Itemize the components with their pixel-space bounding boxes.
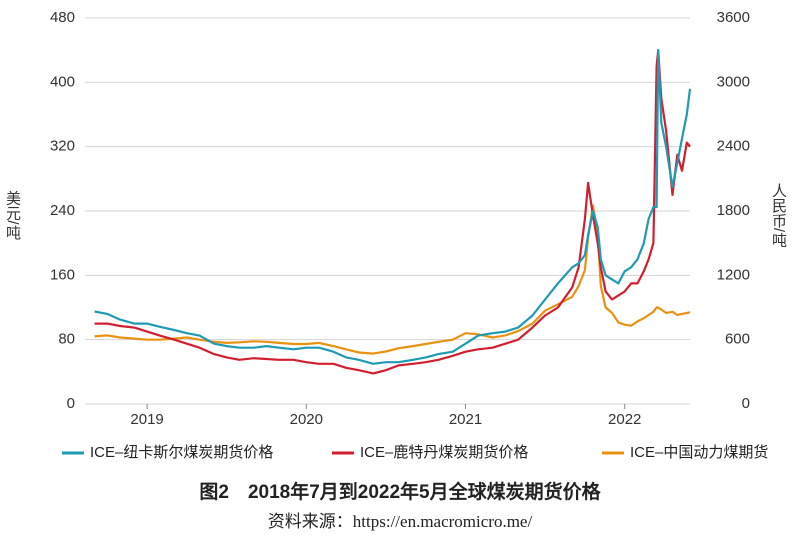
y2-tick-label: 3000 [717,73,750,90]
y-axis-label: 美元/吨 [4,190,21,239]
x-tick-label: 2020 [290,411,323,428]
x-tick-label: 2019 [130,411,163,428]
source: 资料来源：https://en.macromicro.me/ [268,512,533,531]
y-tick-label: 80 [58,331,75,348]
series-line [94,204,691,355]
series-line [94,49,692,365]
y-tick-label: 240 [50,202,75,219]
y2-axis-label: 人民币/吨 [770,183,787,247]
y-tick-label: 160 [50,266,75,283]
y-tick-label: 320 [50,138,75,155]
legend-label: ICE–鹿特丹煤炭期货价格 [360,444,528,461]
y2-tick-label: 1800 [717,202,750,219]
legend-label: ICE–纽卡斯尔煤炭期货价格 [90,444,273,461]
y2-tick-label: 1200 [717,266,750,283]
y2-tick-label: 2400 [717,138,750,155]
y-tick-label: 480 [50,9,75,26]
x-tick-label: 2021 [449,411,482,428]
y2-tick-label: 0 [742,395,750,412]
y2-tick-label: 600 [725,331,750,348]
y-tick-label: 0 [67,395,75,412]
x-tick-label: 2022 [608,411,641,428]
y2-tick-label: 3600 [717,9,750,26]
series-line [94,49,691,375]
y-tick-label: 400 [50,73,75,90]
legend-label: ICE–中国动力煤期货 [630,444,768,461]
chart-title: 图2 2018年7月到2022年5月全球煤炭期货价格 [199,480,601,503]
